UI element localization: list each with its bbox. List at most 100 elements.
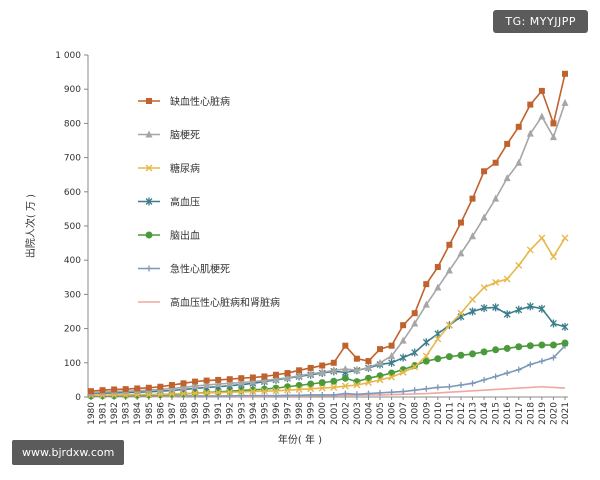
data-point [492,278,500,286]
data-point [342,342,349,349]
data-point [492,303,500,312]
data-point [296,392,303,399]
data-point [284,370,291,377]
data-point [538,341,546,349]
data-point [526,129,534,137]
data-point [145,384,152,391]
data-point [319,362,326,369]
data-point [122,386,129,393]
x-tick-label: 2006 [388,402,398,425]
x-tick-label: 2000 [318,402,328,425]
data-point [480,304,488,313]
data-point [296,367,303,374]
legend-label: 脑出血 [170,229,200,242]
data-point [226,379,234,387]
data-point [168,382,175,389]
data-point [538,112,546,120]
x-tick-label: 1993 [237,402,247,425]
data-point [295,385,303,393]
data-point [399,336,407,344]
y-tick-label: 100 [64,359,81,369]
data-point [261,373,268,380]
y-ticks: 0 100 200 300 400 500 600 700 800 900 1 000 [55,51,88,403]
data-point [423,281,430,288]
x-tick-label: 1996 [272,402,282,425]
data-point [364,363,372,371]
data-point [446,383,453,390]
data-point [445,321,453,329]
data-point [214,380,222,388]
data-point [549,133,557,141]
x-tick-label: 2011 [445,402,455,425]
data-point [111,386,118,393]
x-tick-label: 2019 [538,402,548,425]
data-point [377,346,384,353]
data-point [457,382,464,389]
data-point [330,391,337,398]
data-point [527,361,534,368]
data-point [388,358,396,367]
data-point [515,343,523,351]
data-point [388,351,396,359]
legend-swatch-marker [145,197,153,206]
data-point [318,384,326,392]
data-point [504,370,511,377]
data-point [249,388,257,396]
data-point [272,375,280,383]
series-1 [87,98,569,396]
series-0 [88,70,568,395]
data-point [237,378,245,386]
x-tick-label: 2001 [330,402,340,425]
data-point [192,378,199,385]
x-tick-label: 1985 [145,402,155,425]
data-point [203,377,210,384]
data-point [341,374,349,382]
data-point [469,195,476,202]
watermark-tag: TG: MYYJJPP [493,10,588,33]
data-point [481,168,488,175]
y-tick-label: 400 [64,256,81,266]
x-tick-label: 1999 [307,402,317,425]
data-point [376,376,384,384]
data-point [376,358,384,366]
y-tick-label: 500 [64,222,81,232]
data-point [330,383,338,391]
data-point [526,342,534,350]
data-point [550,354,557,361]
data-point [399,368,407,376]
y-tick-label: 900 [64,85,81,95]
data-point [492,159,499,166]
data-point [503,174,511,182]
legend-swatch-marker [146,98,152,104]
data-point [504,140,511,147]
x-tick-label: 1986 [156,402,166,425]
data-point [411,387,418,394]
data-point [480,284,488,292]
y-tick-label: 1 000 [55,51,81,61]
data-point [457,249,465,257]
data-point [492,346,500,354]
data-point [434,355,442,363]
data-point [457,309,465,317]
data-point [319,391,326,398]
data-point [168,390,176,398]
data-point [388,389,395,396]
x-tick-label: 2002 [341,402,351,425]
data-point [422,338,430,347]
data-point [353,381,361,389]
data-point [237,388,245,396]
x-tick-label: 1997 [284,402,294,425]
data-point [445,266,453,274]
data-point [191,389,199,397]
legend-swatch-marker [145,130,153,138]
data-point [434,384,441,391]
legend-swatch-marker [146,265,152,272]
data-point [341,382,349,390]
y-tick-label: 0 [75,393,81,403]
x-tick-label: 2018 [526,402,536,425]
data-point [318,379,326,387]
data-point [249,374,256,381]
x-tick-label: 2012 [457,402,467,425]
